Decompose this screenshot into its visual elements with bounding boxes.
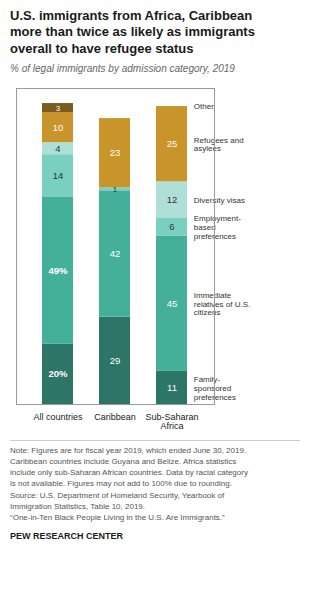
svg-text:Employment-basedpreferences: Employment-basedpreferences <box>194 214 241 241</box>
svg-text:1: 1 <box>113 185 118 194</box>
svg-text:Sub-SaharanAfrica: Sub-SaharanAfrica <box>145 412 198 431</box>
html-text:U.S. immigrants from Africa, C: U.S. immigrants from Africa, Caribbean m… <box>10 8 255 56</box>
svg-text:20%: 20% <box>48 368 68 379</box>
html-text:preferences: preferences <box>193 392 236 402</box>
svg-text:Caribbean: Caribbean <box>94 412 136 422</box>
svg-text:3: 3 <box>56 103 61 112</box>
svg-text:11: 11 <box>167 382 177 393</box>
svg-text:12: 12 <box>167 194 178 205</box>
svg-text:25: 25 <box>167 138 178 149</box>
svg-text:10: 10 <box>53 121 64 132</box>
svg-text:42: 42 <box>110 248 121 259</box>
svg-text:6: 6 <box>169 221 174 232</box>
html-text:sponsored: sponsored <box>193 383 232 393</box>
svg-text:Other: Other <box>194 102 214 111</box>
svg-text:29: 29 <box>110 355 121 366</box>
svg-text:45: 45 <box>167 297 178 308</box>
svg-text:All countries: All countries <box>33 412 83 422</box>
svg-text:4: 4 <box>55 142 60 153</box>
html-text:PEW RESEARCH CENTER: PEW RESEARCH CENTER <box>10 531 123 542</box>
html-text:Note: Figures are for fiscal y: Note: Figures are for fiscal year 2019, … <box>10 445 248 522</box>
svg-text:Refugees andasylees: Refugees andasylees <box>194 135 244 153</box>
html-text:% of legal immigrants by admis: % of legal immigrants by admission categ… <box>10 62 235 74</box>
svg-text:49%: 49% <box>48 264 68 275</box>
svg-text:Diversity visas: Diversity visas <box>194 195 245 204</box>
html-text:Family-: Family- <box>193 374 220 384</box>
svg-text:Immediaterelatives of U.S.citi: Immediaterelatives of U.S.citizens <box>194 290 250 317</box>
svg-text:23: 23 <box>110 147 121 158</box>
svg-text:14: 14 <box>53 170 64 181</box>
